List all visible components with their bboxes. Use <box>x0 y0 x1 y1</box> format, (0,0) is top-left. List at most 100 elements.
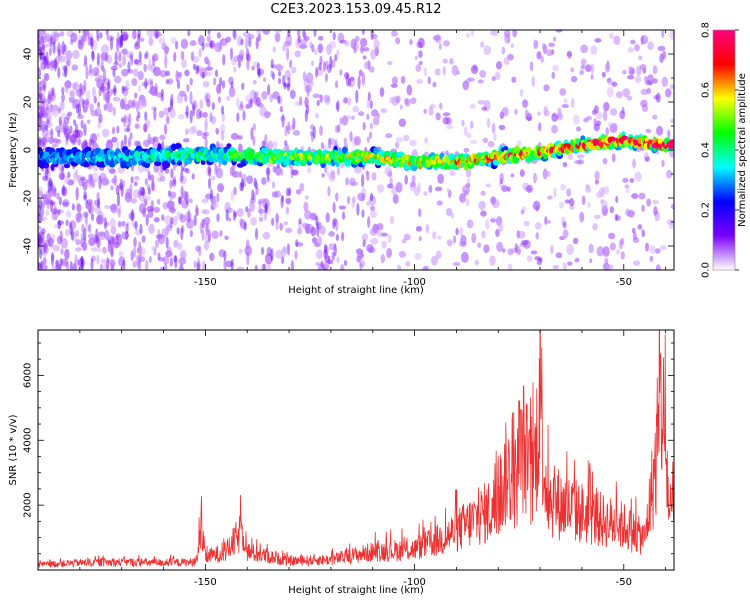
heatmap-noise-cell <box>48 237 54 248</box>
heatmap-noise-cell <box>123 128 131 133</box>
heatmap-noise-cell <box>592 223 598 231</box>
heatmap-noise-cell <box>43 56 47 70</box>
heatmap-noise-cell <box>214 165 218 176</box>
heatmap-noise-cell <box>208 167 212 178</box>
heatmap-noise-cell <box>414 252 422 260</box>
heatmap-noise-cell <box>125 230 129 241</box>
heatmap-noise-cell <box>474 259 480 266</box>
heatmap-noise-cell <box>283 81 287 90</box>
heatmap-noise-cell <box>335 102 339 111</box>
heatmap-noise-cell <box>45 103 49 112</box>
colorbar-tick-label: 0.8 <box>701 22 712 38</box>
heatmap-noise-cell <box>312 126 316 140</box>
heatmap-noise-cell <box>387 61 393 66</box>
heatmap-noise-cell <box>652 114 658 120</box>
heatmap-noise-cell <box>254 181 258 190</box>
heatmap-noise-cell <box>349 131 353 142</box>
heatmap-noise-cell <box>247 208 251 218</box>
heatmap-noise-cell <box>55 125 63 133</box>
heatmap-noise-cell <box>189 77 193 86</box>
heatmap-noise-cell <box>288 187 292 196</box>
heatmap-noise-cell <box>174 255 178 269</box>
heatmap-noise-cell <box>165 250 173 258</box>
heatmap-noise-cell <box>583 117 589 123</box>
heatmap-noise-cell <box>196 129 203 137</box>
heatmap-noise-cell <box>317 35 324 41</box>
heatmap-noise-cell <box>46 61 50 69</box>
heatmap-noise-cell <box>64 128 71 140</box>
heatmap-noise-cell <box>595 111 603 120</box>
heatmap-noise-cell <box>602 110 608 122</box>
heatmap-noise-cell <box>207 60 211 67</box>
heatmap-noise-cell <box>201 229 205 242</box>
heatmap-noise-cell <box>323 94 331 103</box>
heatmap-noise-cell <box>366 98 370 109</box>
heatmap-noise-cell <box>669 118 674 124</box>
heatmap-noise-cell <box>226 95 231 102</box>
x-tick-label: -150 <box>194 277 217 288</box>
heatmap-noise-cell <box>83 123 87 137</box>
heatmap-noise-cell <box>463 147 470 153</box>
heatmap-noise-cell <box>391 30 398 37</box>
heatmap-noise-cell <box>553 187 557 198</box>
heatmap-noise-cell <box>638 55 643 61</box>
heatmap-noise-cell <box>71 82 77 90</box>
heatmap-noise-cell <box>129 183 133 194</box>
heatmap-noise-cell <box>579 211 585 223</box>
heatmap-noise-cell <box>79 83 83 95</box>
heatmap-noise-cell <box>320 260 324 269</box>
heatmap-noise-cell <box>80 261 85 268</box>
heatmap-noise-cell <box>98 175 102 190</box>
heatmap-noise-cell <box>369 122 373 130</box>
heatmap-noise-cell <box>111 126 116 135</box>
heatmap-noise-cell <box>189 229 193 238</box>
heatmap-noise-cell <box>507 248 514 256</box>
heatmap-noise-cell <box>649 244 656 255</box>
heatmap-noise-cell <box>181 59 187 69</box>
heatmap-noise-cell <box>490 218 497 223</box>
heatmap-noise-cell <box>156 198 161 205</box>
heatmap-noise-cell <box>372 116 380 126</box>
heatmap-noise-cell <box>541 42 546 50</box>
heatmap-noise-cell <box>119 178 123 191</box>
heatmap-noise-cell <box>387 183 394 189</box>
heatmap-noise-cell <box>152 53 159 62</box>
heatmap-noise-cell <box>285 188 291 197</box>
heatmap-noise-cell <box>64 65 68 78</box>
snr-x-axis-label: Height of straight line (km) <box>288 585 424 596</box>
heatmap-noise-cell <box>204 137 208 149</box>
heatmap-noise-cell <box>415 225 423 232</box>
heatmap-noise-cell <box>225 260 234 268</box>
heatmap-noise-cell <box>567 50 572 59</box>
heatmap-noise-cell <box>634 75 642 84</box>
heatmap-noise-cell <box>120 68 129 77</box>
x-tick-label: -150 <box>194 577 217 588</box>
heatmap-noise-cell <box>258 198 267 203</box>
heatmap-noise-cell <box>90 38 94 50</box>
heatmap-noise-cell <box>167 106 172 113</box>
heatmap-noise-cell <box>574 257 580 263</box>
heatmap-noise-cell <box>219 230 223 237</box>
heatmap-noise-cell <box>277 70 282 77</box>
heatmap-noise-cell <box>188 198 193 204</box>
heatmap-noise-cell <box>230 258 234 270</box>
heatmap-noise-cell <box>531 76 536 87</box>
heatmap-noise-cell <box>432 35 441 41</box>
heatmap-noise-cell <box>291 169 299 176</box>
heatmap-noise-cell <box>236 112 240 123</box>
heatmap-noise-cell <box>265 167 271 176</box>
heatmap-x-axis-label: Height of straight line (km) <box>288 285 424 296</box>
heatmap-noise-cell <box>428 184 433 193</box>
heatmap-noise-cell <box>425 223 430 234</box>
heatmap-noise-cell <box>305 104 310 115</box>
heatmap-noise-cell <box>38 214 43 224</box>
heatmap-noise-cell <box>181 224 185 234</box>
heatmap-noise-cell <box>398 118 407 127</box>
heatmap-noise-cell <box>162 256 170 265</box>
heatmap-noise-cell <box>100 86 108 92</box>
heatmap-noise-cell <box>320 141 325 150</box>
heatmap-noise-cell <box>659 53 664 64</box>
heatmap-noise-cell <box>543 84 550 92</box>
heatmap-noise-cell <box>129 132 133 140</box>
heatmap-noise-cell <box>210 205 214 210</box>
